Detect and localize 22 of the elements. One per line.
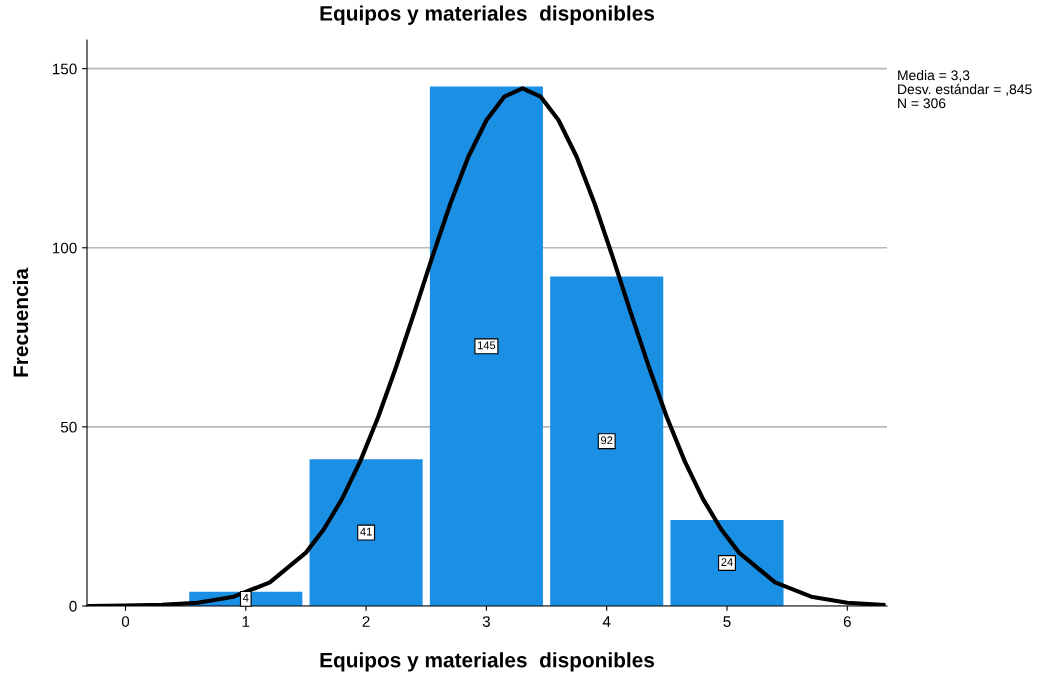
y-tick-label: 0 (69, 600, 77, 612)
y-tick-label: 150 (52, 63, 77, 75)
x-tick-label: 5 (723, 616, 731, 627)
data-label: 92 (601, 436, 613, 445)
x-tick-label: 2 (362, 616, 370, 627)
y-tick-label: 100 (52, 242, 77, 254)
chart-title: Equipos y materiales disponibles (320, 5, 655, 25)
text: Desv. estándar = ,845 (898, 83, 1032, 96)
x-tick-label: 1 (242, 616, 250, 627)
x-tick-label: 3 (482, 616, 490, 627)
text: N = 306 (898, 98, 946, 109)
x-tick-label: 4 (602, 616, 611, 627)
data-label: 4 (242, 594, 249, 602)
data-label: 24 (721, 558, 733, 566)
y-tick-label: 50 (60, 421, 77, 433)
x-axis-title: Equipos y materiales disponibles (320, 652, 655, 672)
text: Media = 3,3 (898, 70, 970, 82)
x-tick-label: 0 (121, 616, 130, 627)
data-label: 41 (360, 527, 372, 536)
x-tick-label: 6 (843, 616, 851, 627)
y-axis-title: Frecuencia (12, 267, 29, 377)
data-label: 145 (477, 341, 496, 350)
